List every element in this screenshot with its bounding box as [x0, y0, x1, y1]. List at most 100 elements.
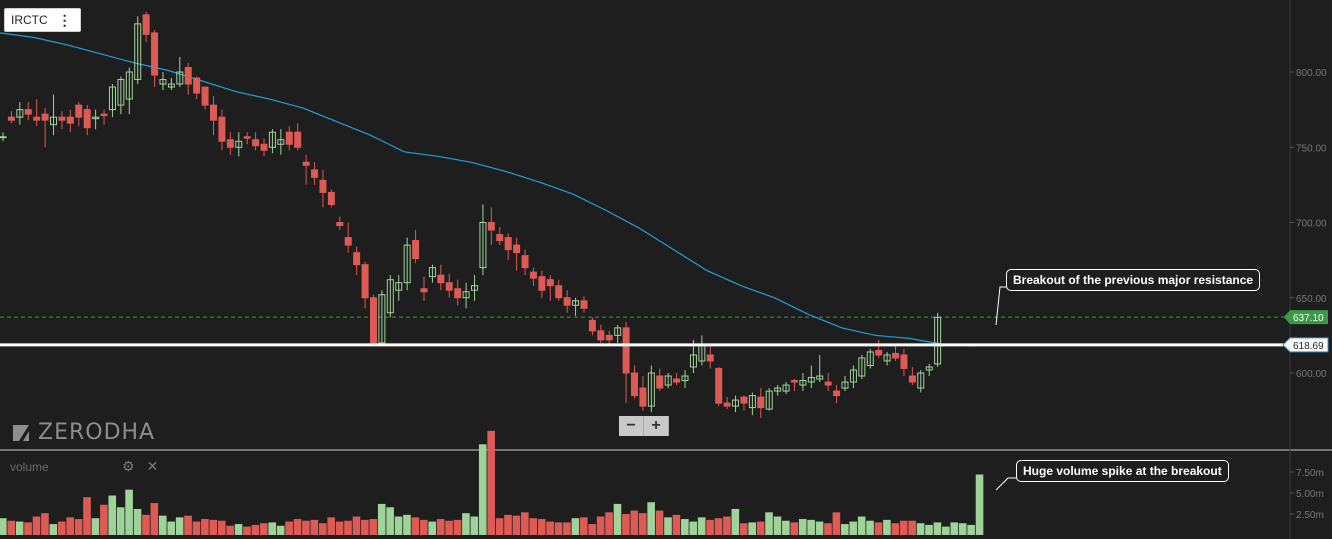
volume-bar: [192, 521, 201, 535]
volume-bar: [638, 513, 647, 535]
candle-body: [917, 372, 925, 389]
volume-callout: Huge volume spike at the breakout: [1016, 460, 1229, 482]
volume-bar: [386, 507, 394, 535]
volume-bar: [655, 510, 664, 535]
close-icon[interactable]: ✕: [146, 458, 159, 474]
volume-bar: [184, 515, 192, 535]
volume-bar: [24, 522, 32, 535]
candle-body: [92, 116, 100, 120]
volume-bar: [891, 523, 900, 535]
candle-body: [496, 234, 504, 242]
volume-bar: [420, 519, 428, 535]
candle-body: [656, 375, 664, 389]
candle-body: [294, 131, 302, 148]
zoom-out-button[interactable]: −: [619, 416, 644, 436]
gear-icon[interactable]: ⚙: [122, 458, 135, 474]
candle-body: [799, 380, 807, 386]
volume-bar: [790, 522, 799, 535]
volume-bar: [445, 520, 453, 535]
candle-body: [134, 23, 142, 81]
breakout-callout-pointer: [995, 286, 1006, 326]
candle-body: [563, 297, 571, 306]
candle-body: [866, 351, 874, 366]
moving-average-line: [0, 32, 977, 347]
candle-body: [445, 282, 453, 291]
candle-body: [883, 354, 891, 362]
symbol-selector[interactable]: IRCTC ⋮: [4, 8, 81, 32]
candle-body: [454, 288, 462, 299]
volume-bar: [462, 513, 470, 535]
volume-bar: [504, 514, 512, 535]
candle-body: [142, 14, 150, 35]
volume-bar: [285, 521, 293, 535]
volume-bar: [664, 517, 672, 535]
candle-body: [252, 139, 260, 147]
candle-body: [706, 354, 714, 362]
volume-panel-header: volume: [10, 460, 49, 474]
candle-body: [875, 349, 883, 356]
price-tick-label: 650.00: [1296, 294, 1327, 305]
volume-tick-label: 2.50m: [1296, 510, 1324, 521]
volume-bar: [74, 519, 83, 535]
candle-body: [934, 316, 942, 365]
zoom-in-button[interactable]: +: [644, 416, 669, 436]
candle-body: [386, 279, 394, 314]
candle-body: [58, 116, 66, 121]
volume-bar: [335, 521, 344, 535]
candle-body: [403, 244, 411, 284]
candle-body: [925, 366, 933, 371]
volume-bar: [571, 518, 580, 535]
volume-bar: [723, 516, 731, 535]
candle-body: [412, 240, 420, 260]
volume-bar: [369, 519, 378, 535]
volume-bar: [916, 523, 925, 535]
resistance-tag-text: 618.69: [1293, 341, 1324, 352]
volume-bar: [622, 514, 630, 535]
candle-body: [757, 396, 765, 409]
candle-body: [277, 139, 285, 145]
candle-body: [732, 399, 740, 407]
last-price-tag-text: 637.10: [1293, 313, 1324, 324]
volume-bar: [681, 519, 689, 535]
candle-body: [479, 222, 487, 269]
volume-bar: [706, 519, 714, 535]
volume-bar: [394, 516, 403, 535]
volume-bar: [344, 520, 352, 535]
volume-bar: [310, 519, 319, 535]
candle-body: [614, 327, 622, 336]
candle-body: [816, 375, 824, 380]
candle-body: [16, 109, 24, 118]
candle-body: [327, 191, 335, 205]
volume-bar: [226, 525, 234, 535]
zerodha-logo-icon: [13, 424, 29, 441]
candle-body: [75, 104, 83, 118]
resistance-price-tag: 618.69: [1282, 337, 1329, 353]
volume-bar: [613, 503, 622, 535]
volume-callout-pointer: [995, 477, 1016, 491]
candle-body: [631, 372, 638, 397]
candle-body: [892, 352, 900, 359]
volume-bar: [748, 522, 756, 535]
symbol-name: IRCTC: [11, 13, 48, 27]
volume-bar: [824, 523, 832, 535]
volume-bar: [108, 495, 117, 535]
candle-body: [369, 297, 377, 344]
volume-bar: [41, 513, 49, 535]
kebab-menu-icon[interactable]: ⋮: [57, 12, 72, 28]
volume-bar: [630, 510, 639, 535]
volume-tick-label: 7.50m: [1296, 468, 1324, 479]
volume-bar: [874, 522, 883, 535]
volume-bar: [546, 521, 554, 535]
volume-bar: [933, 522, 942, 535]
volume-bar: [857, 516, 866, 535]
volume-bar: [32, 516, 41, 535]
volume-bar: [201, 519, 209, 535]
volume-bar: [125, 489, 133, 535]
candle-body: [437, 274, 445, 284]
volume-bar: [7, 520, 16, 535]
volume-bar: [428, 521, 437, 535]
volume-bar: [175, 517, 184, 535]
candle-body: [66, 116, 74, 124]
volume-bar: [529, 518, 538, 535]
